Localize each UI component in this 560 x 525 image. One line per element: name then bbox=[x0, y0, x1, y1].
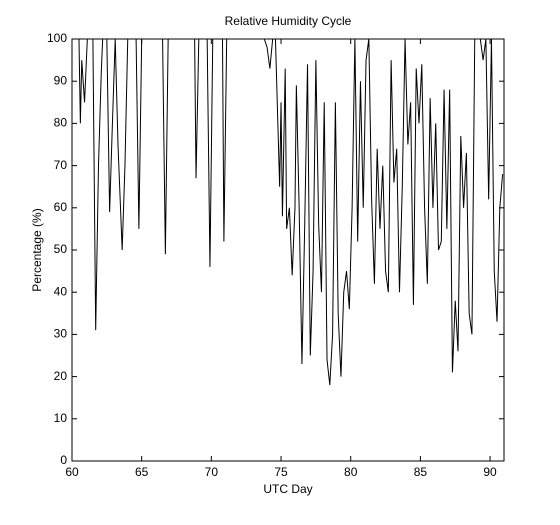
x-tick-label: 80 bbox=[344, 465, 358, 479]
x-axis-label: UTC Day bbox=[263, 482, 312, 496]
y-tick-label: 70 bbox=[54, 158, 68, 172]
y-tick-label: 60 bbox=[54, 200, 68, 214]
x-tick-label: 60 bbox=[65, 465, 79, 479]
y-tick-label: 50 bbox=[54, 242, 68, 256]
x-tick-label: 70 bbox=[205, 465, 219, 479]
y-tick-label: 90 bbox=[54, 73, 68, 87]
y-tick-label: 80 bbox=[54, 116, 68, 130]
y-tick-label: 20 bbox=[54, 369, 68, 383]
y-tick-label: 40 bbox=[54, 284, 68, 298]
y-tick-label: 100 bbox=[47, 31, 67, 45]
y-tick-label: 10 bbox=[54, 411, 68, 425]
line bbox=[72, 39, 504, 386]
x-tick-label: 75 bbox=[274, 465, 288, 479]
y-tick-label: 0 bbox=[60, 453, 67, 467]
x-tick-label: 65 bbox=[135, 465, 149, 479]
x-tick-label: 90 bbox=[483, 465, 497, 479]
x-tick-label: 85 bbox=[414, 465, 428, 479]
y-tick-label: 30 bbox=[54, 327, 68, 341]
chart-title: Relative Humidity Cycle bbox=[225, 14, 352, 28]
y-axis-label: Percentage (%) bbox=[30, 208, 44, 291]
